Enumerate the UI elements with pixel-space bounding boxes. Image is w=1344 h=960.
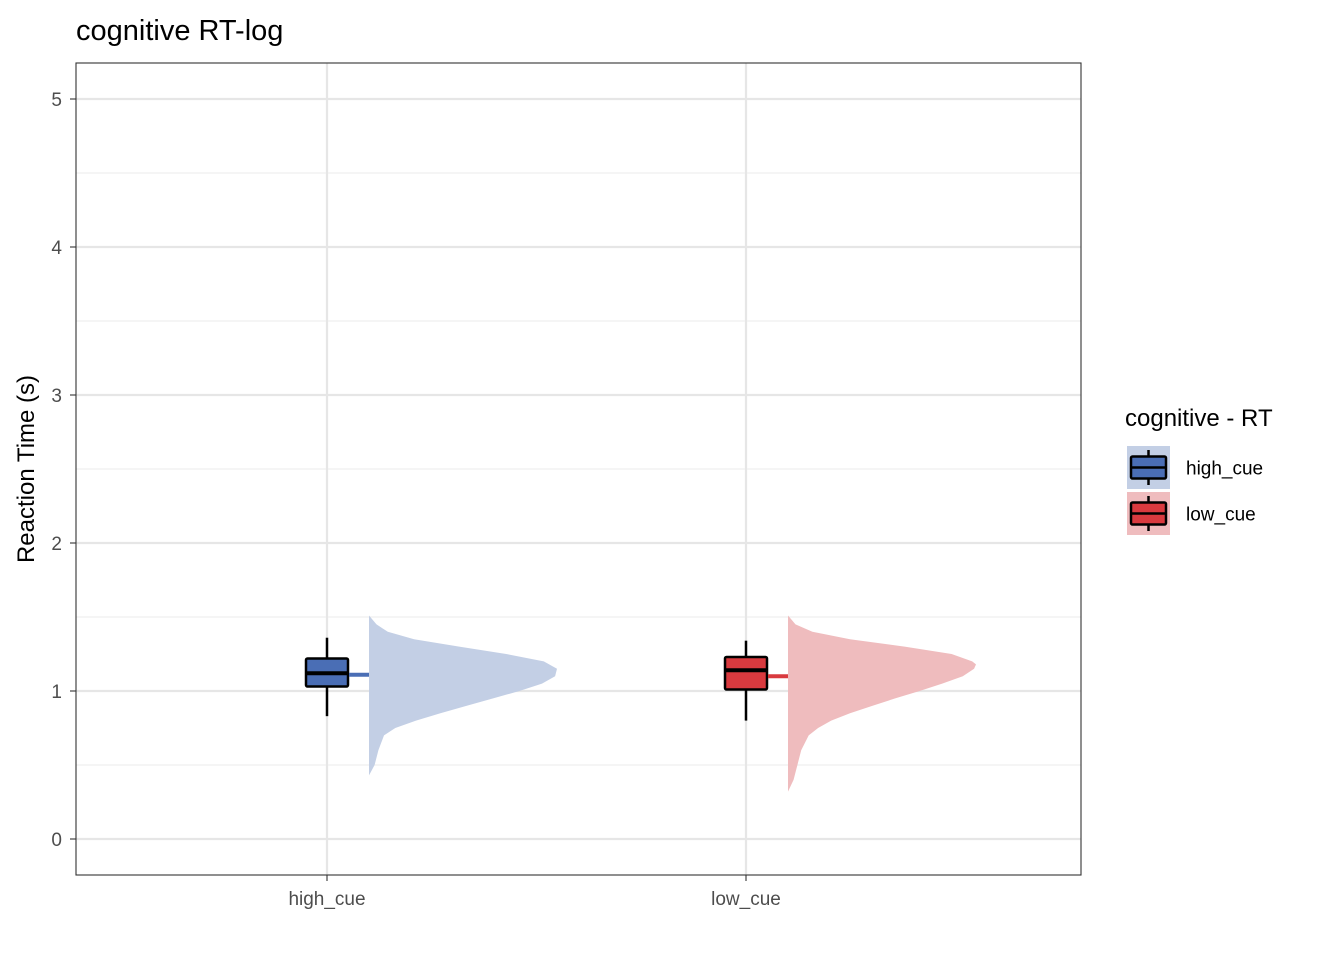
y-tick-label: 2 <box>51 534 62 555</box>
legend-label-high_cue: high_cue <box>1186 459 1263 480</box>
chart-title: cognitive RT-log <box>76 15 283 47</box>
legend-keys: high_cue low_cue <box>1127 446 1263 535</box>
legend: cognitive - RT high_cue low_cue <box>1125 405 1273 535</box>
density-low_cue <box>788 615 976 792</box>
legend-key-high_cue: high_cue <box>1127 446 1263 489</box>
y-tick-label: 5 <box>51 90 62 111</box>
panel-border <box>75 62 1082 876</box>
data-layer <box>304 615 976 792</box>
legend-key-low_cue: low_cue <box>1127 492 1256 535</box>
legend-title: cognitive - RT <box>1125 405 1273 432</box>
series-high_cue <box>304 615 557 776</box>
y-tick-label: 0 <box>51 830 62 851</box>
series-low_cue <box>723 615 976 792</box>
y-tick-label: 1 <box>51 682 62 703</box>
y-tick-label: 4 <box>51 238 62 259</box>
x-tick-label: high_cue <box>288 889 365 910</box>
y-tick-label: 3 <box>51 386 62 407</box>
axes: 0 1 2 3 4 5 high_cue low_cue <box>51 90 780 910</box>
x-tick-label: low_cue <box>711 889 781 910</box>
plot-panel <box>75 62 1082 876</box>
y-axis-title: Reaction Time (s) <box>13 375 40 563</box>
box-low_cue <box>723 655 769 691</box>
density-high_cue <box>369 615 557 776</box>
legend-label-low_cue: low_cue <box>1186 505 1256 526</box>
